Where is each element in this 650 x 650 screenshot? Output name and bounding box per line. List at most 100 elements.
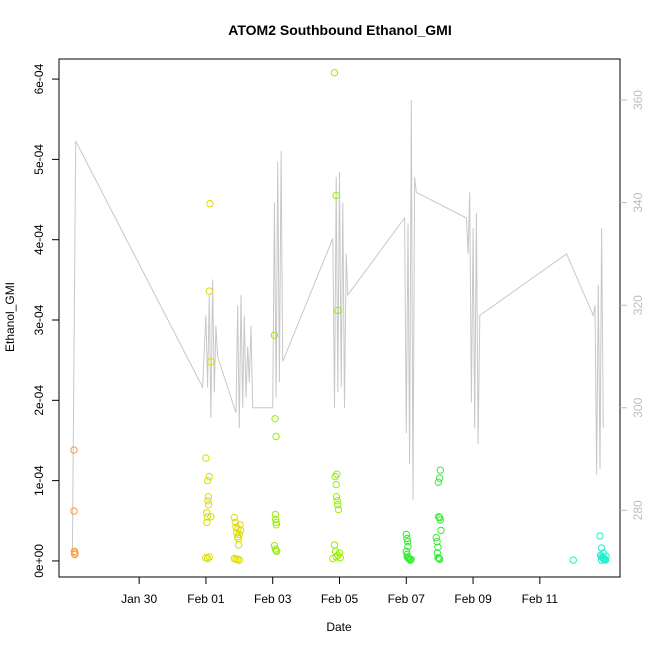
data-point [206,199,214,208]
data-point [435,554,443,563]
x-axis: Jan 30 Feb 01 Feb 03 Feb 05 Feb 07 Feb 09 Feb … [121,577,558,606]
x-tick-label: Feb 03 [254,592,292,606]
data-point [336,554,344,562]
data-point [203,518,211,527]
data-point [205,287,214,295]
data-point [271,510,280,519]
y-tick-label: 5e-04 [32,144,46,175]
y-tick-label: 2e-04 [32,385,46,416]
x-tick-label: Feb 09 [454,592,492,606]
y2-tick-label: 320 [631,295,645,315]
y-tick-label: 3e-04 [32,304,46,335]
y2-tick-label: 280 [631,500,645,520]
secondary-series [71,99,604,552]
y-tick-label: 1e-04 [32,465,46,496]
data-point [202,509,211,517]
x-tick-label: Jan 30 [121,592,157,606]
x-tick-label: Feb 11 [522,592,559,606]
data-point [331,547,340,555]
x-tick-label: Feb 01 [187,592,225,606]
y-axis: 0e+00 1e-04 2e-04 3e-04 4e-04 5e-04 6e-04 [32,63,59,578]
x-axis-label: Date [326,620,352,634]
data-point [437,526,445,535]
y2-tick-label: 340 [631,192,645,212]
data-point [202,454,210,462]
data-point [71,549,79,557]
data-point [235,541,243,549]
data-point [403,538,412,546]
secondary-y-axis: 280 300 320 340 360 [620,90,645,520]
data-point [404,542,412,551]
data-point [569,556,577,564]
data-point [332,493,341,501]
plot-frame [58,58,621,578]
data-point [334,501,342,509]
data-point [402,530,410,539]
data-point [434,543,442,551]
data-point [271,415,279,423]
data-point [332,480,340,489]
y-tick-label: 0e+00 [32,544,46,578]
data-point [332,191,340,200]
data-point [407,555,415,563]
data-point [203,476,212,485]
data-point [205,472,214,481]
data-point [270,331,279,339]
chart-title: ATOM2 Southbound Ethanol_GMI [228,22,451,38]
data-point [272,432,280,441]
data-point [406,556,414,564]
data-point [330,69,339,77]
data-point [597,544,606,552]
y-tick-label: 4e-04 [32,224,46,255]
data-point [601,555,609,563]
data-point [433,538,441,546]
data-point [435,513,443,521]
data-point [272,518,280,527]
data-point [204,501,213,509]
data-point [333,497,341,505]
data-point [434,554,442,562]
data-point [70,507,78,515]
data-point [436,466,444,474]
data-point [403,534,411,543]
data-point [434,478,442,486]
x-tick-label: Feb 07 [388,592,426,606]
data-point [272,521,281,529]
y2-tick-label: 360 [631,90,645,110]
data-point [334,505,343,514]
data-point [207,513,215,521]
y2-tick-label: 300 [631,397,645,417]
data-points [70,69,610,564]
data-point [335,549,344,557]
data-point [235,556,244,564]
data-point [237,526,245,535]
data-point [601,556,610,564]
data-point [273,547,281,555]
y-axis-label: Ethanol_GMI [3,282,17,352]
data-point [203,554,212,563]
data-point [602,552,610,560]
data-point [597,556,606,564]
data-point [272,515,280,523]
y-tick-label: 6e-04 [32,63,46,94]
data-point [203,513,212,521]
x-tick-label: Feb 05 [321,592,359,606]
data-point [204,493,213,501]
data-point [432,533,440,542]
data-point [70,446,78,454]
data-point [436,555,444,563]
data-point [230,513,239,522]
data-point [207,358,215,366]
data-point [334,306,342,315]
data-point [329,554,337,563]
data-point [333,470,341,478]
data-point [596,532,604,540]
data-point [436,474,444,482]
data-point [235,530,244,539]
data-point [272,546,280,555]
secondary-line [71,99,604,552]
data-point [205,553,214,561]
data-point [204,497,212,505]
data-point [330,541,339,549]
